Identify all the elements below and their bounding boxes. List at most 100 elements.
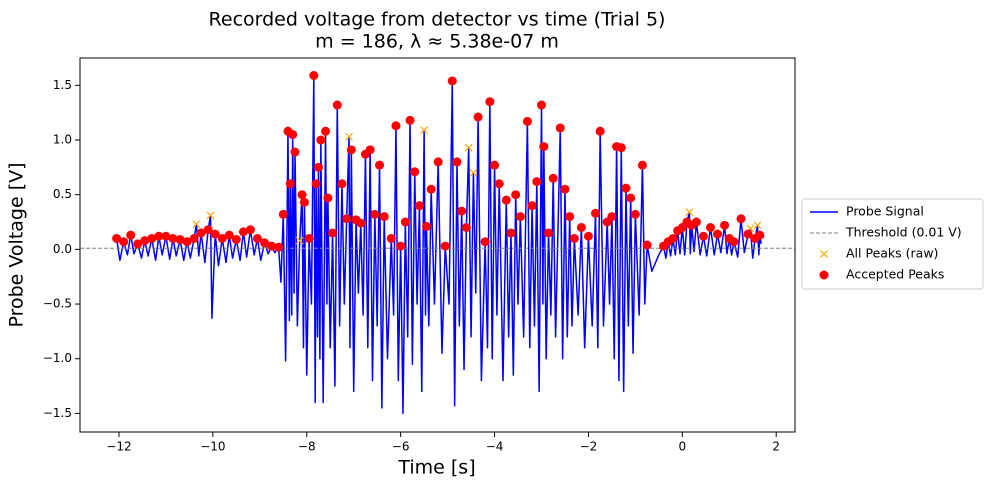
x-tick-label: −12: [106, 440, 131, 454]
accepted-peak: [285, 179, 295, 189]
accepted-peak: [260, 238, 270, 248]
accepted-peak: [560, 184, 570, 194]
y-axis-label: Probe Voltage [V]: [6, 162, 28, 327]
accepted-peak: [375, 160, 385, 170]
raw-peak: [192, 220, 201, 229]
accepted-peak: [668, 233, 678, 243]
y-tick-label: 0.5: [53, 187, 72, 201]
x-tick-label: −10: [200, 440, 225, 454]
accepted-peak: [396, 241, 406, 251]
accepted-peak: [548, 173, 558, 183]
accepted-peak: [332, 100, 342, 110]
chart-title: m = 186, λ ≈ 5.38e-07 m: [315, 31, 559, 53]
accepted-peak: [637, 160, 647, 170]
legend-label: Accepted Peaks: [846, 267, 944, 282]
accepted-peak: [217, 233, 227, 243]
accepted-peak: [457, 206, 467, 216]
accepted-peak: [729, 237, 739, 247]
accepted-peak: [426, 184, 436, 194]
accepted-peak: [501, 195, 511, 205]
accepted-peak: [400, 217, 410, 227]
accepted-peak: [414, 201, 424, 211]
legend-handle: [820, 250, 828, 258]
accepted-peak: [626, 193, 636, 203]
raw-peak: [469, 168, 478, 177]
y-tick-label: −0.5: [43, 297, 72, 311]
accepted-peak: [323, 193, 333, 203]
accepted-peak: [313, 162, 323, 172]
accepted-peak: [452, 157, 462, 167]
accepted-peak: [365, 145, 375, 155]
accepted-peak: [642, 240, 652, 250]
raw-peak: [685, 208, 694, 217]
x-axis-label: Time [s]: [397, 457, 475, 479]
accepted-peak: [309, 70, 319, 80]
accepted-peak: [316, 135, 326, 145]
accepted-peak: [532, 177, 542, 187]
raw-peak: [753, 221, 762, 230]
accepted-peak: [161, 231, 171, 241]
accepted-peak: [736, 214, 746, 224]
legend-label: Threshold (0.01 V): [845, 225, 962, 240]
accepted-peak: [288, 130, 298, 140]
accepted-peak: [440, 241, 450, 251]
accepted-peak: [321, 126, 331, 136]
accepted-peak: [274, 242, 284, 252]
accepted-peak: [356, 218, 366, 228]
x-tick-label: −2: [580, 440, 598, 454]
accepted-peak: [126, 230, 136, 240]
accepted-peak: [386, 233, 396, 243]
legend-label: All Peaks (raw): [846, 246, 938, 261]
y-tick-label: 0.0: [53, 242, 72, 256]
raw-peak: [295, 236, 304, 245]
y-tick-label: 1.5: [53, 78, 72, 92]
x-tick-label: −8: [298, 440, 316, 454]
accepted-peak: [569, 233, 579, 243]
accepted-peak: [515, 212, 525, 222]
accepted-peak: [182, 237, 192, 247]
accepted-peak: [189, 233, 199, 243]
accepted-peak: [379, 212, 389, 222]
plot-frame: [79, 57, 796, 433]
accepted-peak: [705, 223, 715, 233]
accepted-peak: [433, 157, 443, 167]
legend: Probe Signal Threshold (0.01 V) All Peaks …: [801, 198, 984, 290]
accepted-peak: [112, 233, 122, 243]
accepted-peak: [147, 233, 157, 243]
x-tick-label: 2: [772, 440, 780, 454]
accepted-peak: [290, 147, 300, 157]
accepted-peak: [595, 126, 605, 136]
x-tick-label: −4: [486, 440, 504, 454]
accepted-peak: [494, 179, 504, 189]
accepted-peak: [342, 214, 352, 224]
accepted-peak: [576, 223, 586, 233]
accepted-peak: [473, 112, 483, 122]
raw-peak: [345, 132, 353, 141]
accepted-peak: [370, 209, 380, 219]
legend-box: [801, 198, 984, 290]
accepted-peak: [311, 179, 321, 189]
accepted-peak: [607, 212, 617, 222]
accepted-peak: [231, 235, 241, 245]
x-tick-label: −6: [392, 440, 410, 454]
accepted-peak: [506, 228, 516, 238]
accepted-peak: [168, 233, 178, 243]
accepted-peak: [267, 241, 277, 251]
accepted-peak: [196, 228, 206, 238]
accepted-peak: [140, 236, 150, 246]
legend-handle: [819, 270, 829, 280]
y-tick-label: −1.5: [43, 406, 72, 420]
accepted-peak: [691, 217, 701, 227]
plot-area: [80, 70, 795, 415]
accepted-peak: [720, 220, 730, 230]
chart-title: Recorded voltage from detector vs time (…: [209, 9, 666, 31]
accepted-peak: [278, 209, 288, 219]
x-tick-label: 0: [679, 440, 687, 454]
accepted-peak: [461, 223, 471, 233]
accepted-peak: [490, 160, 500, 170]
accepted-peak: [203, 225, 213, 235]
legend-label: Probe Signal: [846, 204, 924, 219]
y-tick-label: 1.0: [53, 133, 72, 147]
accepted-peak: [583, 231, 593, 241]
